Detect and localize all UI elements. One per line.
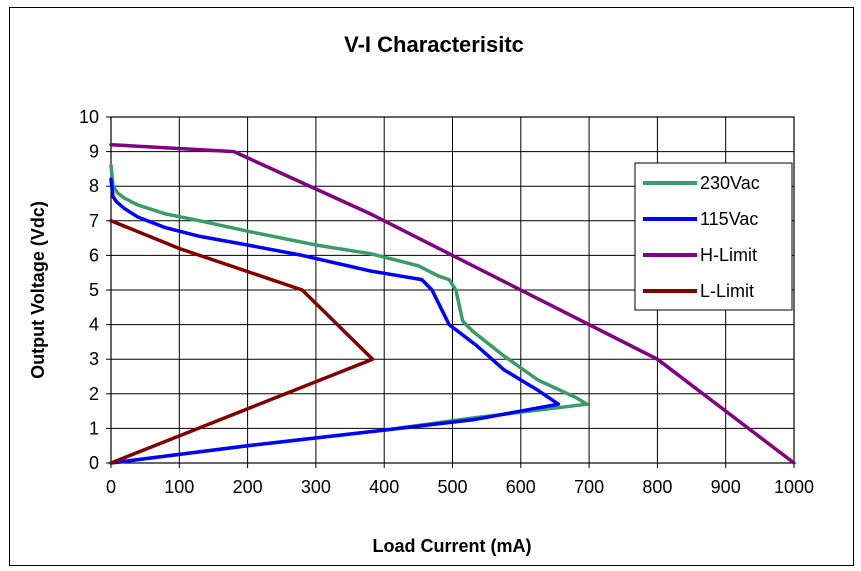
y-tick-label: 1 xyxy=(89,418,99,438)
x-tick-label: 100 xyxy=(164,477,194,497)
legend-label-230vac: 230Vac xyxy=(700,173,760,193)
legend-box xyxy=(634,162,793,311)
x-tick-label: 500 xyxy=(437,477,467,497)
x-tick-label: 700 xyxy=(574,477,604,497)
legend: 230Vac 115Vac H-Limit L-Limit xyxy=(634,162,793,311)
y-axis-label: Output Voltage (Vdc) xyxy=(28,201,48,379)
series-lines xyxy=(109,142,796,465)
chart-title: V-I Characterisitc xyxy=(344,32,524,57)
x-tick-label: 900 xyxy=(711,477,741,497)
y-tick-label: 2 xyxy=(89,384,99,404)
y-tick-label: 8 xyxy=(89,176,99,196)
series-line-115vac xyxy=(109,177,561,465)
legend-label-l-limit: L-Limit xyxy=(700,281,754,301)
tick-labels: 0 100 200 300 400 500 600 700 800 900 1000 0 1 2 3 4 5 6 7… xyxy=(79,107,814,497)
y-tick-label: 10 xyxy=(79,107,99,127)
x-tick-label: 0 xyxy=(106,477,116,497)
x-tick-label: 400 xyxy=(369,477,399,497)
plot-area-border xyxy=(110,116,795,464)
y-tick-label: 3 xyxy=(89,349,99,369)
x-axis-label: Load Current (mA) xyxy=(373,536,532,556)
x-tick-label: 800 xyxy=(642,477,672,497)
legend-label-115vac: 115Vac xyxy=(700,209,758,229)
y-tick-label: 6 xyxy=(89,245,99,265)
x-tick-label: 1000 xyxy=(774,477,814,497)
y-tick-label: 0 xyxy=(89,453,99,473)
y-tick-label: 5 xyxy=(89,280,99,300)
y-tick-label: 4 xyxy=(89,315,99,335)
x-tick-label: 600 xyxy=(506,477,536,497)
series-line-230vac xyxy=(109,163,589,465)
y-tick-label: 9 xyxy=(89,142,99,162)
legend-label-h-limit: H-Limit xyxy=(700,245,757,265)
legend-items: 230Vac 115Vac H-Limit L-Limit xyxy=(643,173,760,301)
series-line-h-limit xyxy=(109,142,796,465)
x-tick-label: 200 xyxy=(233,477,263,497)
x-tick-label: 300 xyxy=(301,477,331,497)
series-line-l-limit xyxy=(109,219,375,465)
y-tick-label: 7 xyxy=(89,211,99,231)
